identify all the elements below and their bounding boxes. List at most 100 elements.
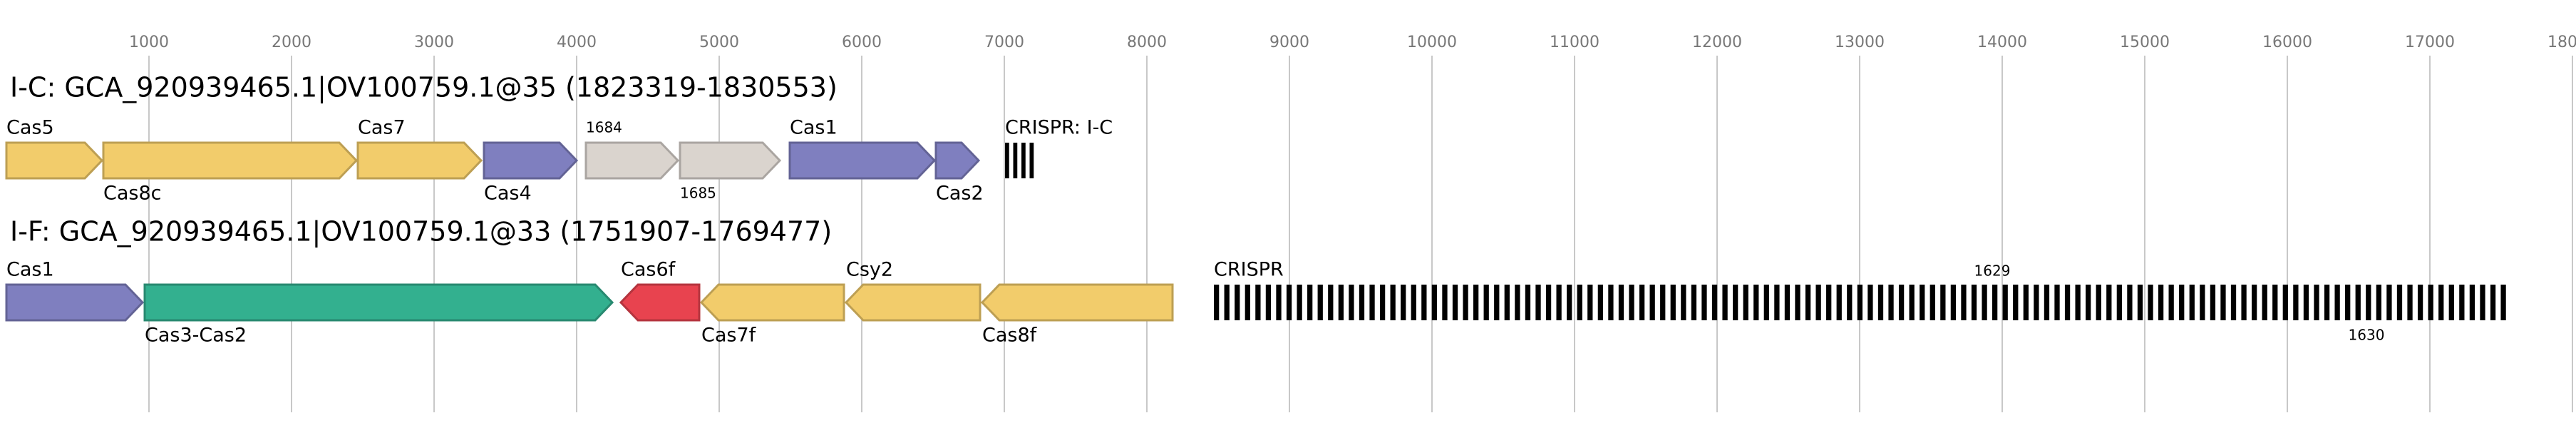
crispr-repeat xyxy=(1265,285,1272,320)
gene-arrow xyxy=(102,141,359,180)
crispr-repeat xyxy=(1013,143,1018,178)
crispr-repeat xyxy=(1867,285,1873,320)
x-tick-label: 11000 xyxy=(1550,34,1599,51)
crispr-repeat xyxy=(1463,285,1468,320)
crispr-repeat xyxy=(2127,285,2133,320)
crispr-repeat xyxy=(2303,285,2309,320)
gene-arrow xyxy=(788,141,937,180)
crispr-repeat xyxy=(1722,285,1728,320)
crispr-repeat xyxy=(1701,285,1707,320)
crispr-repeat xyxy=(1847,285,1853,320)
crispr-repeat xyxy=(1681,285,1686,320)
crispr-repeat xyxy=(1888,285,1894,320)
crispr-repeat xyxy=(1214,285,1220,320)
crispr-repeat xyxy=(1629,285,1634,320)
gene-arrow xyxy=(679,141,782,180)
crispr-repeat xyxy=(1359,285,1365,320)
crispr-repeat xyxy=(1992,285,1998,320)
crispr-repeat xyxy=(1795,285,1800,320)
crispr-repeat xyxy=(1494,285,1500,320)
crispr-repeat xyxy=(1639,285,1645,320)
crispr-repeat xyxy=(2137,285,2143,320)
crispr-repeat xyxy=(1379,285,1386,320)
crispr-repeat xyxy=(1286,285,1292,320)
crispr-repeat xyxy=(2179,285,2185,320)
crispr-repeat xyxy=(1556,285,1562,320)
crispr-repeat xyxy=(1504,285,1510,320)
crispr-repeat xyxy=(1431,285,1438,320)
track-title: I-F: GCA_920939465.1|OV100759.1@33 (1751… xyxy=(10,216,832,248)
crispr-repeat xyxy=(2168,285,2174,320)
crispr-repeat xyxy=(2200,285,2205,320)
crispr-repeat xyxy=(1660,285,1666,320)
crispr-array xyxy=(1214,285,2506,320)
crispr-repeat xyxy=(2116,285,2122,320)
crispr-repeat xyxy=(1805,285,1811,320)
x-tick-label: 17000 xyxy=(2405,34,2455,51)
crispr-repeat xyxy=(2252,285,2257,320)
x-tick-label: 13000 xyxy=(1835,34,1885,51)
crispr-note: 1629 xyxy=(1974,263,2011,280)
gene-arrow xyxy=(5,141,104,180)
x-tick-label: 12000 xyxy=(1692,34,1742,51)
crispr-repeat xyxy=(1328,285,1334,320)
gene-label: Csy2 xyxy=(846,259,893,281)
crispr-repeat xyxy=(1452,285,1458,320)
crispr-repeat xyxy=(1743,285,1748,320)
crispr-repeat xyxy=(1930,285,1935,320)
crispr-repeat xyxy=(1608,285,1614,320)
crispr-repeat xyxy=(1390,285,1396,320)
crispr-repeat xyxy=(1618,285,1624,320)
crispr-repeat xyxy=(2480,285,2485,320)
crispr-repeat xyxy=(2044,285,2050,320)
gene-label: Cas8f xyxy=(982,325,1038,347)
crispr-repeat xyxy=(1401,285,1406,320)
crispr-repeat xyxy=(2220,285,2226,320)
crispr-repeat xyxy=(1733,285,1738,320)
gene-label: Cas1 xyxy=(790,117,838,139)
crispr-repeat xyxy=(1224,285,1230,320)
crispr-repeat xyxy=(1597,285,1603,320)
crispr-repeat xyxy=(2293,285,2299,320)
crispr-repeat xyxy=(2438,285,2444,320)
gene-label: Cas4 xyxy=(484,183,532,205)
gene-label: Cas1 xyxy=(6,259,54,281)
crispr-repeat xyxy=(2282,285,2288,320)
gene-arrow xyxy=(584,141,680,180)
crispr-repeat xyxy=(2210,285,2216,320)
crispr-repeat xyxy=(2490,285,2496,320)
gene-arrow xyxy=(844,283,982,322)
gene-arrow xyxy=(699,283,845,322)
crispr-repeat xyxy=(2459,285,2465,320)
crispr-label: CRISPR xyxy=(1214,259,1284,281)
crispr-repeat xyxy=(1961,285,1967,320)
gene-arrow xyxy=(980,283,1174,322)
crispr-repeat xyxy=(2448,285,2454,320)
crispr-repeat xyxy=(1307,285,1313,320)
x-tick-label: 14000 xyxy=(1977,34,2027,51)
crispr-repeat xyxy=(2086,285,2091,320)
gene-arrow xyxy=(356,141,483,180)
crispr-repeat xyxy=(2355,285,2361,320)
gene-label: Cas6f xyxy=(621,259,676,281)
crispr-repeat xyxy=(2500,285,2506,320)
crispr-repeat xyxy=(1276,285,1282,320)
x-tick-label: 5000 xyxy=(699,34,739,51)
crispr-repeat xyxy=(1483,285,1489,320)
crispr-repeat xyxy=(1525,285,1531,320)
crispr-repeat xyxy=(2002,285,2008,320)
crispr-repeat xyxy=(2013,285,2019,320)
crispr-repeat xyxy=(2230,285,2237,320)
gene-label: Cas3-Cas2 xyxy=(145,325,247,347)
crispr-repeat xyxy=(1587,285,1593,320)
crispr-repeat xyxy=(1940,285,1946,320)
crispr-repeat xyxy=(1971,285,1977,320)
crispr-repeat xyxy=(1349,285,1354,320)
gene-label: 1684 xyxy=(586,119,622,136)
crispr-repeat xyxy=(2262,285,2267,320)
crispr-repeat xyxy=(1255,285,1261,320)
crispr-repeat xyxy=(1909,285,1915,320)
crispr-repeat xyxy=(2417,285,2423,320)
crispr-repeat xyxy=(2272,285,2278,320)
